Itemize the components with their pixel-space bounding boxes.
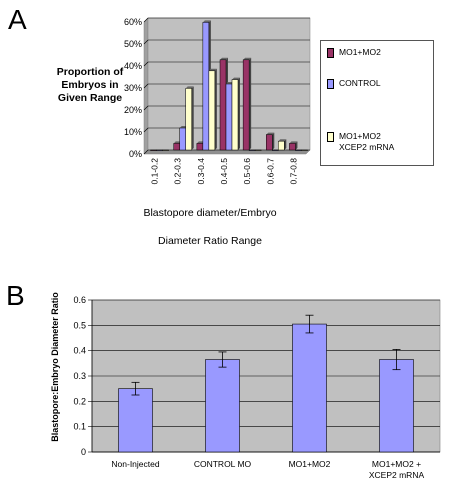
chart-a-bar bbox=[278, 140, 285, 151]
chart-a-bar bbox=[301, 149, 308, 151]
chart-a-x-axis-label-line2: Diameter Ratio Range bbox=[158, 235, 262, 247]
chart-a-bar bbox=[179, 127, 186, 151]
chart-a-bar-side bbox=[295, 141, 298, 150]
chart-a-gridline-3d bbox=[143, 39, 149, 45]
chart-a-x-tick-label: 0.3-0.4 bbox=[196, 158, 206, 185]
legend-item-control: CONTROL bbox=[327, 78, 381, 89]
chart-a-bar bbox=[289, 143, 296, 151]
chart-a-floor bbox=[143, 149, 311, 155]
legend-swatch-control bbox=[327, 79, 334, 89]
chart-a-bar bbox=[242, 59, 250, 151]
chart-a-gridline-3d bbox=[143, 17, 149, 23]
chart-a-bar-top bbox=[208, 68, 217, 71]
chart-a-bar bbox=[150, 149, 157, 151]
chart-a-x-tick-label: 0.5-0.6 bbox=[242, 158, 252, 185]
chart-a-legend: MO1+MO2 CONTROL MO1+MO2 XCEP2 mRNA bbox=[320, 40, 434, 166]
chart-a-x-tick-label: 0.2-0.3 bbox=[173, 158, 183, 185]
chart-a-bar-top bbox=[185, 86, 194, 89]
chart-a-x-tick-label: 0.7-0.8 bbox=[288, 158, 298, 185]
chart-a-bar-side bbox=[238, 77, 240, 150]
legend-label-rescue: MO1+MO2 XCEP2 mRNA bbox=[339, 131, 395, 152]
chart-a-bar bbox=[202, 22, 210, 151]
chart-a-bar-side bbox=[284, 139, 287, 150]
legend-item-rescue: MO1+MO2 XCEP2 mRNA bbox=[327, 131, 394, 153]
chart-a-bar bbox=[225, 83, 233, 151]
chart-a-bar bbox=[266, 134, 273, 151]
chart-a-bar bbox=[162, 149, 169, 151]
chart-a-x-tick-label: 0.1-0.2 bbox=[150, 158, 160, 185]
chart-a-gridline-3d bbox=[143, 105, 149, 111]
legend-item-mo1-mo2: MO1+MO2 bbox=[327, 47, 381, 58]
chart-a-bar bbox=[248, 149, 256, 151]
chart-a-bar bbox=[254, 149, 262, 151]
chart-a-bar bbox=[173, 143, 180, 151]
chart-a-x-tick-label: 0.6-0.7 bbox=[265, 158, 275, 185]
chart-a-bar bbox=[272, 149, 279, 151]
chart-a-bar bbox=[219, 59, 227, 151]
chart-a-bar-top bbox=[202, 20, 211, 23]
chart-a-bar bbox=[185, 88, 192, 151]
chart-a-y-tick-label: 10% bbox=[124, 127, 142, 137]
chart-a-y-axis-label: Proportion of Embryos in Given Range bbox=[56, 66, 124, 104]
chart-a-gridline-3d bbox=[143, 61, 149, 67]
chart-a-bar-top bbox=[278, 139, 287, 142]
legend-swatch-mo1-mo2 bbox=[327, 48, 334, 58]
chart-a-bar-side bbox=[191, 86, 194, 150]
chart-a-x-axis-label-line1: Blastopore diameter/Embryo bbox=[143, 207, 277, 219]
chart-a-y-tick-label: 20% bbox=[124, 105, 142, 115]
chart-a-gridline-3d bbox=[143, 127, 149, 133]
chart-a-bar bbox=[231, 79, 239, 151]
chart-a-bar-top bbox=[289, 141, 298, 144]
chart-a-bar bbox=[196, 143, 204, 151]
chart-a-x-axis-label: Blastopore diameter/Embryo Diameter Rati… bbox=[130, 192, 290, 262]
chart-a-bar-top bbox=[232, 77, 240, 80]
panel-a-letter: A bbox=[8, 4, 27, 35]
chart-a-bar bbox=[295, 149, 302, 151]
chart-a-bar bbox=[156, 149, 163, 151]
chart-a-bar-top bbox=[220, 57, 228, 60]
chart-a-y-tick-label: 30% bbox=[124, 83, 142, 93]
chart-a-gridline-3d bbox=[143, 83, 149, 89]
chart-a-y-tick-label: 40% bbox=[124, 61, 142, 71]
chart-a-gridline-3d bbox=[143, 149, 149, 155]
legend-label-mo1-mo2: MO1+MO2 bbox=[339, 47, 381, 57]
chart-a-y-tick-label: 60% bbox=[124, 17, 142, 27]
chart-a-bar-side bbox=[272, 132, 275, 150]
chart-a-bar-side bbox=[214, 68, 217, 150]
legend-swatch-rescue bbox=[327, 132, 334, 142]
chart-a-x-tick-label: 0.4-0.5 bbox=[219, 158, 229, 185]
chart-a-bar bbox=[208, 70, 216, 151]
chart-a-bar-top bbox=[266, 132, 275, 135]
chart-a-bar-side bbox=[249, 57, 252, 150]
panel-b-letter: B bbox=[6, 280, 25, 311]
chart-a-y-tick-label: 0% bbox=[129, 149, 142, 159]
chart-a-y-tick-label: 50% bbox=[124, 39, 142, 49]
chart-a-bar-top bbox=[243, 57, 252, 60]
legend-label-control: CONTROL bbox=[339, 78, 381, 88]
